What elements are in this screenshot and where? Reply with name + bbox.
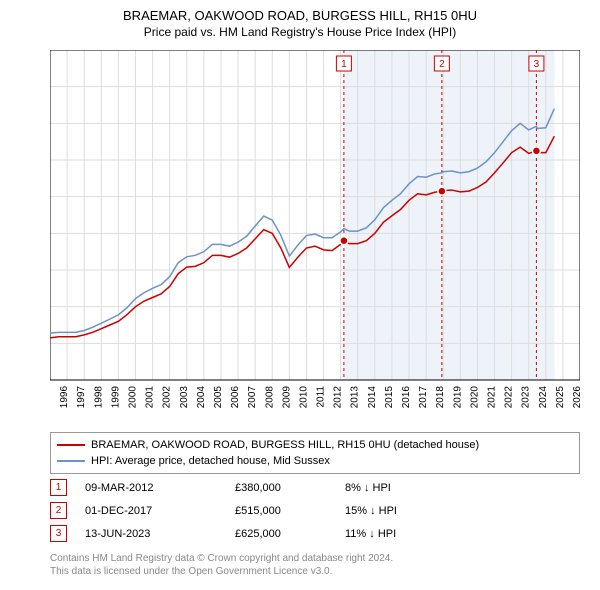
marker-diff: 15% ↓ HPI (345, 505, 465, 517)
svg-text:2004: 2004 (196, 386, 207, 409)
svg-text:2001: 2001 (145, 386, 156, 409)
svg-text:2005: 2005 (213, 386, 224, 409)
down-arrow-icon: ↓ (369, 528, 375, 540)
svg-text:2025: 2025 (555, 386, 566, 409)
legend-label: BRAEMAR, OAKWOOD ROAD, BURGESS HILL, RH1… (91, 437, 479, 453)
chart-subtitle: Price paid vs. HM Land Registry's House … (0, 23, 600, 39)
marker-row: 3 13-JUN-2023 £625,000 11% ↓ HPI (50, 522, 580, 545)
down-arrow-icon: ↓ (364, 482, 370, 494)
marker-row: 2 01-DEC-2017 £515,000 15% ↓ HPI (50, 499, 580, 522)
footer-line: This data is licensed under the Open Gov… (50, 565, 580, 578)
svg-text:2009: 2009 (281, 386, 292, 409)
legend-box: BRAEMAR, OAKWOOD ROAD, BURGESS HILL, RH1… (50, 432, 580, 474)
marker-date: 01-DEC-2017 (85, 505, 235, 517)
svg-text:2017: 2017 (418, 386, 429, 409)
svg-text:2020: 2020 (469, 386, 480, 409)
svg-text:2026: 2026 (572, 386, 580, 409)
svg-text:2003: 2003 (179, 386, 190, 409)
svg-text:2021: 2021 (487, 386, 498, 409)
legend-swatch-icon (57, 444, 85, 446)
svg-text:2006: 2006 (230, 386, 241, 409)
svg-text:2000: 2000 (127, 386, 138, 409)
footer-line: Contains HM Land Registry data © Crown c… (50, 552, 580, 565)
marker-price: £625,000 (235, 528, 345, 540)
svg-text:2014: 2014 (367, 386, 378, 409)
chart-area: £0£100K£200K£300K£400K£500K£600K£700K£80… (50, 50, 580, 420)
marker-badge-icon: 1 (50, 479, 67, 496)
marker-price: £515,000 (235, 505, 345, 517)
marker-date: 13-JUN-2023 (85, 528, 235, 540)
svg-text:2018: 2018 (435, 386, 446, 409)
footer-attribution: Contains HM Land Registry data © Crown c… (50, 552, 580, 578)
svg-text:2: 2 (439, 59, 445, 70)
chart-title: BRAEMAR, OAKWOOD ROAD, BURGESS HILL, RH1… (0, 0, 600, 23)
svg-text:2023: 2023 (521, 386, 532, 409)
svg-text:2015: 2015 (384, 386, 395, 409)
marker-badge-icon: 3 (50, 525, 67, 542)
legend-swatch-icon (57, 460, 85, 462)
svg-text:2013: 2013 (350, 386, 361, 409)
svg-text:2011: 2011 (316, 386, 327, 408)
svg-text:2024: 2024 (538, 386, 549, 409)
svg-text:2010: 2010 (298, 386, 309, 409)
svg-text:2022: 2022 (504, 386, 515, 409)
down-arrow-icon: ↓ (370, 505, 376, 517)
svg-text:3: 3 (534, 59, 540, 70)
svg-text:2007: 2007 (247, 386, 258, 409)
svg-text:1996: 1996 (59, 386, 70, 409)
svg-text:2019: 2019 (452, 386, 463, 409)
marker-price: £380,000 (235, 482, 345, 494)
svg-text:1995: 1995 (50, 386, 53, 409)
marker-date: 09-MAR-2012 (85, 482, 235, 494)
line-chart-svg: £0£100K£200K£300K£400K£500K£600K£700K£80… (50, 50, 580, 420)
marker-row: 1 09-MAR-2012 £380,000 8% ↓ HPI (50, 476, 580, 499)
svg-text:2016: 2016 (401, 386, 412, 409)
chart-container: BRAEMAR, OAKWOOD ROAD, BURGESS HILL, RH1… (0, 0, 600, 590)
marker-diff: 11% ↓ HPI (345, 528, 465, 540)
marker-table: 1 09-MAR-2012 £380,000 8% ↓ HPI 2 01-DEC… (50, 476, 580, 545)
svg-text:1998: 1998 (93, 386, 104, 409)
legend-label: HPI: Average price, detached house, Mid … (91, 453, 330, 469)
svg-text:1: 1 (341, 59, 347, 70)
marker-diff: 8% ↓ HPI (345, 482, 465, 494)
legend-item: BRAEMAR, OAKWOOD ROAD, BURGESS HILL, RH1… (57, 437, 573, 453)
marker-badge-icon: 2 (50, 502, 67, 519)
svg-text:2012: 2012 (333, 386, 344, 409)
svg-text:2002: 2002 (162, 386, 173, 409)
legend-item: HPI: Average price, detached house, Mid … (57, 453, 573, 469)
svg-text:1999: 1999 (110, 386, 121, 409)
svg-text:1997: 1997 (76, 386, 87, 409)
svg-text:2008: 2008 (264, 386, 275, 409)
